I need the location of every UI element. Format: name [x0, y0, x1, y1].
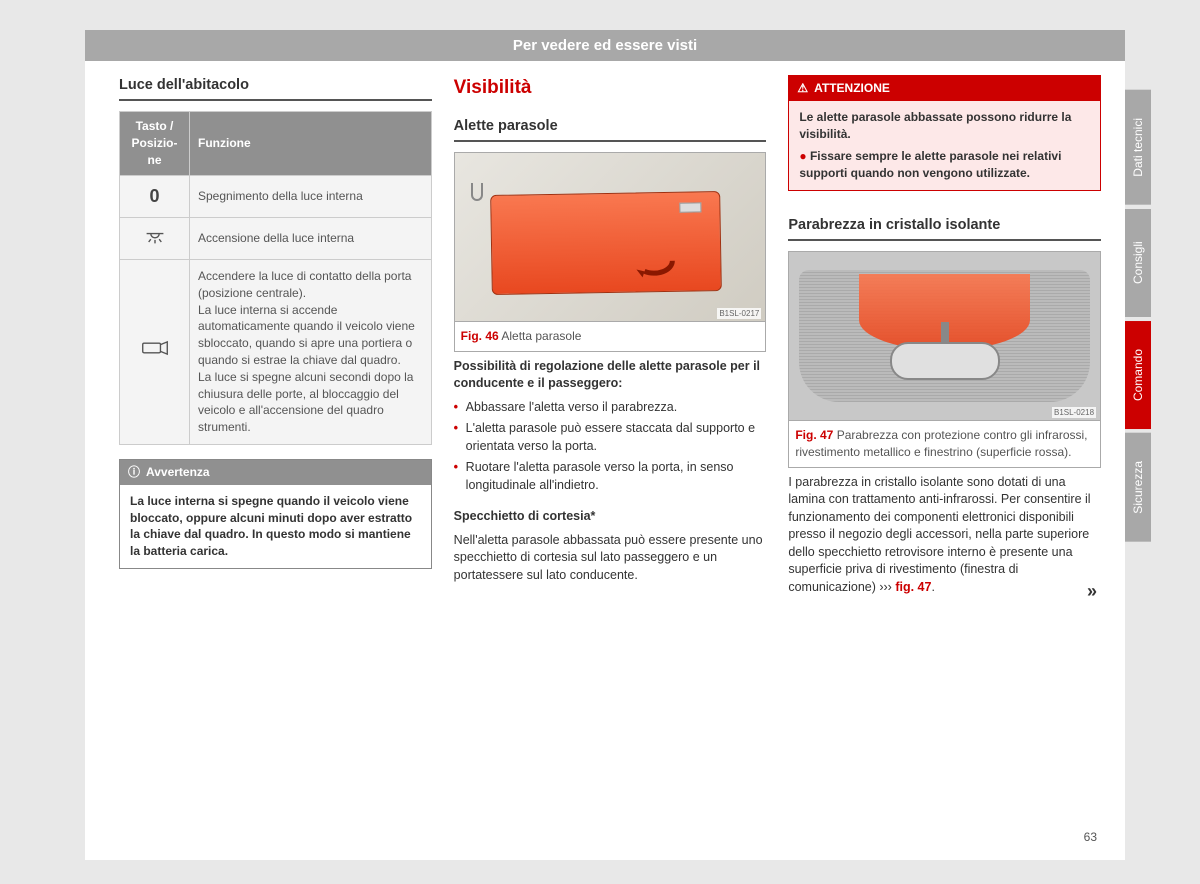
fig47-code: B1SL-0218: [1052, 407, 1096, 418]
info-title: Avvertenza: [146, 464, 210, 481]
function-table: Tasto / Posizio-ne Funzione 0 Spegniment…: [119, 111, 432, 445]
para-post: .: [931, 580, 934, 594]
figref-47: fig. 47: [895, 580, 931, 594]
list-item: L'aletta parasole può essere staccata da…: [454, 420, 767, 455]
bullet-list: Abbassare l'aletta verso il parabrezza. …: [454, 399, 767, 495]
interior-light-icon: [141, 228, 169, 248]
tab-sicurezza[interactable]: Sicurezza: [1125, 433, 1151, 542]
door-contact-icon: [140, 342, 170, 362]
para-pre: I parabrezza in cristallo isolante sono …: [788, 475, 1090, 594]
column-right: ⚠ ATTENZIONE Le alette parasole abbassat…: [788, 75, 1101, 602]
key-door-icon: [120, 260, 190, 445]
page-columns: Luce dell'abitacolo Tasto / Posizio-ne F…: [85, 61, 1125, 602]
info-box-header: ⓘ Avvertenza: [120, 460, 431, 485]
continue-icon: »: [1087, 579, 1097, 604]
info-box: ⓘ Avvertenza La luce interna si spegne q…: [119, 459, 432, 569]
fig46-code: B1SL-0217: [717, 308, 761, 319]
manual-page: Per vedere ed essere visti Luce dell'abi…: [85, 30, 1125, 860]
column-left: Luce dell'abitacolo Tasto / Posizio-ne F…: [119, 75, 432, 602]
figure-47-caption: Fig. 47 Parabrezza con protezione contro…: [789, 420, 1100, 467]
func-2: Accendere la luce di contatto della port…: [190, 260, 432, 445]
rotate-arrow-icon: [632, 253, 683, 284]
column-middle: Visibilità Alette parasole B1SL-0217: [454, 75, 767, 602]
table-row: Accendere la luce di contatto della port…: [120, 260, 432, 445]
figure-46-image: B1SL-0217: [455, 153, 766, 321]
figure-46: B1SL-0217 Fig. 46 Aletta parasole: [454, 152, 767, 352]
side-tabs: Dati tecnici Consigli Comando Sicurezza: [1125, 90, 1155, 545]
tab-consigli[interactable]: Consigli: [1125, 209, 1151, 317]
mirror-text: Nell'aletta parasole abbassata può esser…: [454, 532, 767, 585]
tab-dati-tecnici[interactable]: Dati tecnici: [1125, 90, 1151, 205]
section-title-luce: Luce dell'abitacolo: [119, 75, 432, 101]
fig46-num: Fig. 46: [461, 329, 499, 343]
func-1: Accensione della luce interna: [190, 217, 432, 259]
table-row: Accensione della luce interna: [120, 217, 432, 259]
mirror-title: Specchietto di cortesia*: [454, 508, 767, 526]
figure-47-image: B1SL-0218: [789, 252, 1100, 420]
fig47-text: Parabrezza con protezione contro gli inf…: [795, 428, 1087, 459]
th-func: Funzione: [190, 112, 432, 175]
info-icon: ⓘ: [128, 464, 140, 481]
warn-line2: Fissare sempre le alette parasole nei re…: [799, 149, 1061, 180]
warn-bullet-icon: ●: [799, 149, 810, 163]
figure-46-caption: Fig. 46 Aletta parasole: [455, 321, 766, 351]
table-row: 0 Spegnimento della luce interna: [120, 175, 432, 217]
list-item: Abbassare l'aletta verso il parabrezza.: [454, 399, 767, 417]
info-box-body: La luce interna si spegne quando il veic…: [120, 485, 431, 568]
key-light-icon: [120, 217, 190, 259]
sub-title-alette: Alette parasole: [454, 116, 767, 142]
fig47-num: Fig. 47: [795, 428, 833, 442]
key-0: 0: [120, 175, 190, 217]
warn-line1: Le alette parasole abbassate possono rid…: [799, 110, 1071, 141]
page-number: 63: [1084, 830, 1097, 844]
sub-title-parabrezza: Parabrezza in cristallo isolante: [788, 215, 1101, 241]
warning-icon: ⚠: [797, 80, 808, 97]
main-title-visibilita: Visibilità: [454, 75, 767, 102]
warning-header: ⚠ ATTENZIONE: [789, 76, 1100, 101]
warning-box: ⚠ ATTENZIONE Le alette parasole abbassat…: [788, 75, 1101, 191]
warning-title: ATTENZIONE: [814, 80, 890, 97]
list-item: Ruotare l'aletta parasole verso la porta…: [454, 459, 767, 494]
page-header: Per vedere ed essere visti: [85, 30, 1125, 61]
lead-text: Possibilità di regolazione delle alette …: [454, 358, 767, 393]
func-0: Spegnimento della luce interna: [190, 175, 432, 217]
parabrezza-text: I parabrezza in cristallo isolante sono …: [788, 474, 1101, 597]
fig46-text: Aletta parasole: [501, 329, 581, 343]
figure-47: B1SL-0218 Fig. 47 Parabrezza con protezi…: [788, 251, 1101, 468]
warning-body: Le alette parasole abbassate possono rid…: [789, 101, 1100, 190]
th-key: Tasto / Posizio-ne: [120, 112, 190, 175]
tab-comando[interactable]: Comando: [1125, 321, 1151, 429]
